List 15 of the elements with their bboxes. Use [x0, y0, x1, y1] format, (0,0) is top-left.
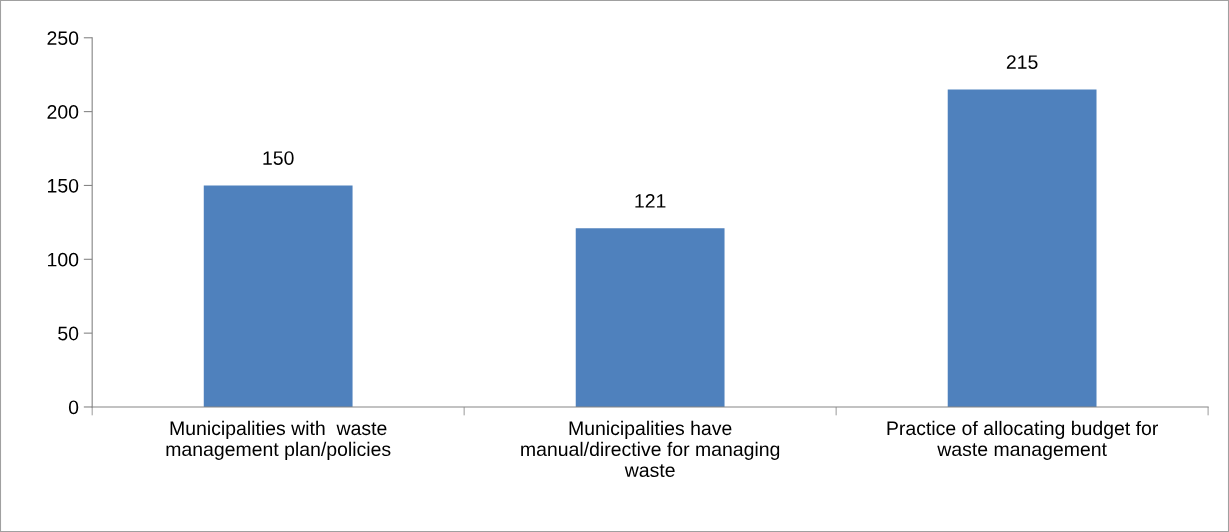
y-tick-label: 0: [68, 400, 79, 415]
data-label: 215: [1006, 55, 1038, 69]
bar: [575, 228, 725, 407]
y-tick-label: 150: [48, 178, 79, 193]
y-tick-label: 200: [47, 105, 79, 119]
x-tick-label: Municipalities with waste management plan/policies: [166, 420, 391, 460]
bar: [947, 89, 1097, 407]
x-tick-label: Practice of allocating budget for waste management: [887, 420, 1158, 460]
y-tick-label: 250: [47, 31, 79, 46]
bar: [203, 185, 353, 407]
y-tick-label: 100: [48, 252, 79, 267]
data-label: 150: [263, 151, 294, 165]
data-label: 121: [635, 194, 666, 208]
x-tick-label: Municipalities have manual/directive for managing waste: [521, 420, 780, 478]
y-tick-label: 50: [58, 326, 79, 341]
